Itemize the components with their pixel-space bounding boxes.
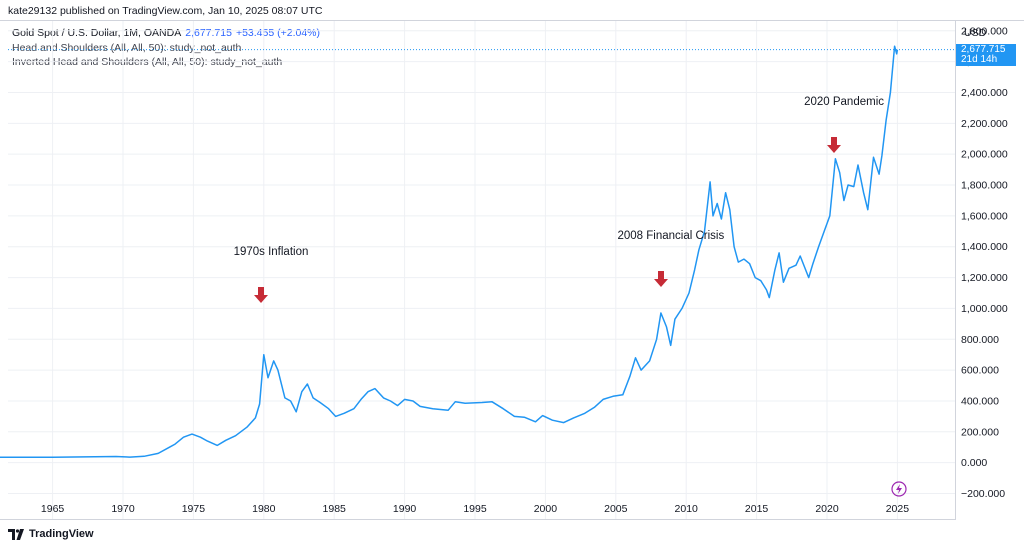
last-price-tag: 2,677.715 21d 14h <box>956 43 1016 66</box>
currency-label[interactable]: USD <box>964 27 987 39</box>
legend-change: +53.455 (+2.04%) <box>235 27 321 39</box>
footer-brand: TradingView <box>29 528 94 540</box>
symbol-label: Gold Spot / U.S. Dollar, 1M, OANDA <box>12 27 182 39</box>
y-tick-label: 2,000.000 <box>961 149 1008 161</box>
y-tick-label: 2,400.000 <box>961 87 1008 99</box>
x-tick-label: 1970 <box>111 503 135 515</box>
y-tick-label: 1,800.000 <box>961 180 1008 192</box>
x-tick-label: 2005 <box>604 503 628 515</box>
legend-price: 2,677.715 <box>185 27 232 39</box>
x-tick-label: 2020 <box>815 503 839 515</box>
y-tick-label: 800.000 <box>961 334 999 346</box>
footer: TradingView <box>8 526 94 542</box>
x-tick-label: 1995 <box>463 503 487 515</box>
lightning-icon[interactable] <box>891 481 907 497</box>
horizontal-gridlines <box>8 30 955 494</box>
published-label: kate29132 published on TradingView.com, … <box>8 5 323 17</box>
top-bar: kate29132 published on TradingView.com, … <box>0 0 1024 20</box>
x-tick-label: 2025 <box>886 503 910 515</box>
gold-price-line <box>0 45 899 459</box>
x-tick-label: 1980 <box>252 503 276 515</box>
y-tick-label: 1,000.000 <box>961 303 1008 315</box>
x-tick-label: 2000 <box>534 503 558 515</box>
down-arrow-icon <box>827 136 842 153</box>
time-axis-labels: 1965 1970 1975 1980 1985 1990 1995 2000 2005 2010… <box>41 503 909 515</box>
y-tick-label: 0.000 <box>961 457 987 469</box>
vertical-gridlines <box>52 20 898 519</box>
price-axis-labels: 2,800.0002,600.0002,400.0002,200.0002,00… <box>961 25 1008 500</box>
x-tick-label: 2015 <box>745 503 769 515</box>
y-tick-label: 2,800.000 <box>961 25 1008 37</box>
last-price-value: 2,677.715 <box>961 43 1006 55</box>
x-tick-label: 1975 <box>182 503 206 515</box>
y-tick-label: 400.000 <box>961 395 999 407</box>
y-tick-label: 1,400.000 <box>961 241 1008 253</box>
y-tick-label: 600.000 <box>961 365 999 377</box>
y-tick-label: 1,200.000 <box>961 272 1008 284</box>
symbol-row[interactable]: Gold Spot / U.S. Dollar, 1M, OANDA 2,677.… <box>12 26 320 41</box>
annotation-2008-financial-crisis: 2008 Financial Crisis <box>617 230 725 243</box>
x-tick-label: 2010 <box>675 503 699 515</box>
x-tick-label: 1985 <box>323 503 347 515</box>
x-tick-label: 1965 <box>41 503 65 515</box>
tradingview-logo-icon <box>8 528 24 540</box>
y-tick-label: 200.000 <box>961 426 999 438</box>
y-tick-label: −200.000 <box>961 488 1005 500</box>
countdown-value: 21d 14h <box>961 54 998 66</box>
down-arrow-icon <box>253 286 268 303</box>
study-head-and-shoulders[interactable]: Head and Shoulders (All, All, 50): study… <box>12 41 242 54</box>
annotation-2020-pandemic: 2020 Pandemic <box>804 95 884 108</box>
down-arrow-icon <box>653 271 668 288</box>
annotation-1970s-inflation: 1970s Inflation <box>233 245 309 258</box>
y-tick-label: 1,600.000 <box>961 210 1008 222</box>
y-tick-label: 2,200.000 <box>961 118 1008 130</box>
x-tick-label: 1990 <box>393 503 417 515</box>
